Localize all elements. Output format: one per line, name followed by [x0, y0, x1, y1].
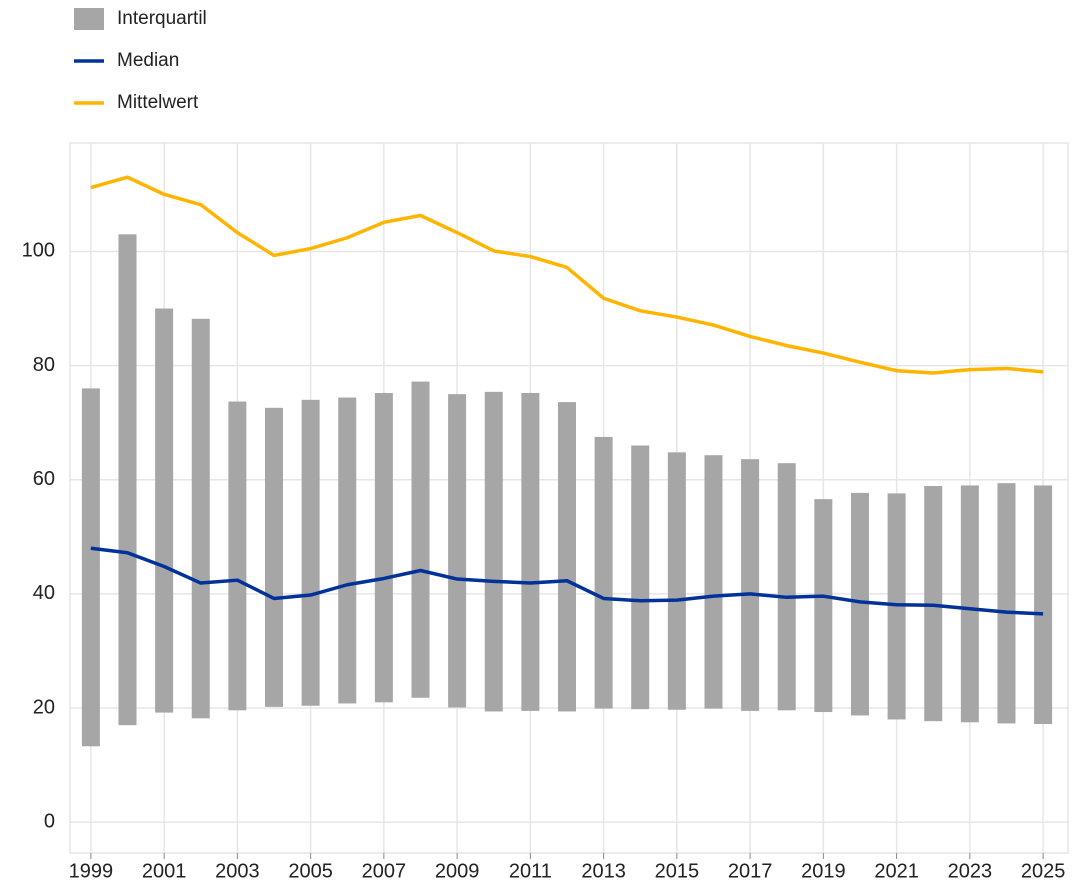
plot-area — [69, 142, 1069, 854]
range-bar — [1034, 485, 1053, 725]
line — [90, 546, 1044, 616]
range-bar — [81, 388, 100, 747]
y-tick-label: 20 — [33, 696, 55, 718]
x-tick-label: 2015 — [655, 860, 700, 882]
range-bar — [997, 483, 1016, 724]
range-bar — [118, 234, 137, 726]
range-bar — [191, 318, 210, 719]
range-bar — [521, 392, 540, 711]
line — [90, 175, 1044, 375]
x-tick-label: 2011 — [509, 860, 552, 882]
y-tick-label: 60 — [33, 468, 55, 490]
x-tick-label: 2023 — [948, 860, 993, 882]
range-bar — [338, 397, 357, 704]
legend-label: Mittelwert — [117, 92, 199, 113]
legend-label: Median — [117, 50, 179, 71]
x-tick-label: 2025 — [1021, 860, 1066, 882]
x-tick-label: 2021 — [874, 860, 919, 882]
range-bar — [631, 445, 650, 710]
x-tick-label: 2019 — [801, 860, 846, 882]
range-bar — [777, 463, 796, 711]
range-bar — [228, 401, 247, 711]
y-tick-label: 100 — [22, 240, 55, 262]
range-bar — [448, 394, 467, 708]
y-tick-label: 80 — [33, 354, 55, 376]
range-bar — [301, 399, 320, 706]
y-tick-label: 40 — [33, 582, 55, 604]
range-bar — [850, 492, 869, 716]
x-tick-label: 2005 — [288, 860, 333, 882]
range-bar — [667, 452, 686, 710]
range-bar — [557, 402, 576, 712]
x-tick-label: 1999 — [69, 860, 114, 882]
x-tick-label: 2009 — [435, 860, 480, 882]
range-bar — [264, 407, 283, 707]
range-bar — [484, 391, 503, 712]
range-bar — [155, 308, 174, 713]
x-tick-label: 2001 — [142, 860, 187, 882]
range-bar — [741, 459, 760, 711]
range-bar — [960, 485, 979, 723]
y-tick-label: 0 — [44, 810, 55, 832]
range-bar — [704, 455, 723, 709]
legend-label: Interquartil — [117, 8, 207, 29]
legend-swatch — [74, 8, 104, 30]
range-bar — [374, 392, 393, 703]
x-tick-label: 2017 — [728, 860, 773, 882]
range-bar — [594, 436, 613, 709]
range-bar — [814, 499, 833, 713]
range-bar — [411, 381, 430, 698]
x-tick-label: 2013 — [581, 860, 626, 882]
x-tick-label: 2003 — [215, 860, 260, 882]
x-tick-label: 2007 — [362, 860, 407, 882]
